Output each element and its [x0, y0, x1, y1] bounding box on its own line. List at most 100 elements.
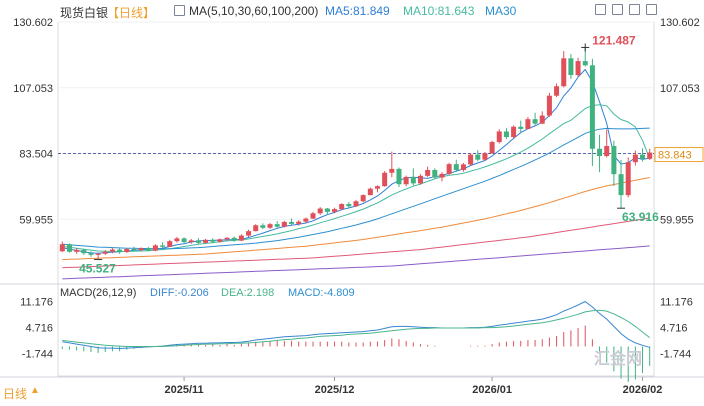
- candle-body: [246, 231, 252, 236]
- x-tick-label: 2025/12: [315, 384, 355, 396]
- candle-body: [145, 248, 151, 251]
- candle-body: [253, 225, 259, 232]
- candle-body: [353, 201, 359, 207]
- fullscreen-icon[interactable]: [595, 4, 606, 15]
- candle-body: [568, 58, 574, 76]
- candle-body: [374, 186, 380, 189]
- period-label[interactable]: 【日线】: [107, 6, 156, 20]
- candle-body: [382, 172, 388, 187]
- candle-body: [582, 61, 588, 66]
- indicator-settings-icon[interactable]: [174, 5, 185, 16]
- candle-body: [303, 218, 309, 222]
- candle-body: [167, 241, 173, 247]
- candle-body: [518, 126, 524, 129]
- candle-body: [589, 65, 595, 149]
- candle-body: [525, 119, 531, 129]
- zoom-out-icon[interactable]: [629, 4, 640, 15]
- candle-body: [389, 168, 395, 173]
- candle-body: [618, 174, 624, 196]
- ma200-line: [62, 245, 650, 280]
- candle-body: [152, 245, 158, 251]
- refresh-icon[interactable]: [646, 4, 657, 15]
- high-annotation: 121.487: [592, 33, 636, 47]
- start-low-annotation: 45.527: [79, 262, 116, 276]
- candle-body: [339, 204, 345, 210]
- ma30-line: [62, 127, 650, 250]
- macd-value-label: MACD:-4.809: [288, 287, 355, 299]
- last-price-box: [654, 147, 704, 163]
- macd-dea-label: DEA:2.198: [221, 287, 274, 299]
- candle-body: [346, 204, 352, 207]
- candle-body: [296, 221, 302, 224]
- candle-body: [561, 58, 567, 87]
- zoom-in-icon[interactable]: [612, 4, 623, 15]
- candle-body: [503, 131, 509, 138]
- macd-title: MACD(26,12,9): [60, 287, 136, 299]
- candle-body: [546, 95, 552, 116]
- candle-body: [360, 195, 366, 202]
- candle-body: [410, 176, 416, 184]
- candle-body: [446, 164, 452, 174]
- y-tick-right: 107.053: [660, 83, 700, 95]
- y-tick-left: 59.955: [19, 214, 53, 226]
- candle-body: [532, 119, 538, 124]
- candle-body: [417, 175, 423, 184]
- macd-y-tick-left: 4.716: [25, 323, 53, 335]
- candle-body: [174, 238, 180, 242]
- ma-parameters[interactable]: MA(5,10,30,60,100,200): [189, 4, 319, 18]
- bottom-period-label[interactable]: 日线: [3, 387, 28, 401]
- candle-body: [468, 154, 474, 165]
- candle-body: [310, 213, 316, 219]
- candle-body: [224, 237, 230, 240]
- candle-body: [439, 173, 445, 178]
- candle-body: [289, 221, 295, 224]
- y-tick-left: 107.053: [13, 83, 53, 95]
- candle-body: [281, 221, 287, 227]
- candle-body: [138, 248, 144, 251]
- candle-body: [554, 86, 560, 96]
- candle-body: [647, 152, 653, 159]
- watermark-logo: 汇金网: [594, 351, 643, 368]
- macd-diff-label: DIFF:-0.206: [150, 287, 209, 299]
- candle-body: [160, 245, 166, 247]
- ma100-line: [62, 217, 650, 269]
- candle-body: [238, 235, 244, 241]
- macd-dea-line: [62, 309, 651, 347]
- candle-body: [611, 145, 617, 175]
- candle-body: [403, 176, 409, 185]
- macd-diff-line: [62, 300, 650, 350]
- candle-body: [367, 188, 373, 196]
- ma5-line: [62, 68, 650, 254]
- candle-body: [511, 126, 517, 138]
- candle-body: [475, 154, 481, 160]
- candle-body: [217, 239, 223, 242]
- candle-body: [396, 168, 402, 185]
- candle-body: [460, 164, 466, 170]
- candle-body: [203, 239, 209, 243]
- candle-body: [597, 148, 603, 157]
- candle-body: [210, 239, 216, 242]
- y-tick-left: 83.504: [19, 149, 53, 161]
- candle-body: [59, 244, 65, 252]
- period-up-arrow-icon[interactable]: ▲: [30, 385, 40, 396]
- y-tick-right: 130.602: [660, 17, 700, 29]
- candle-body: [496, 131, 502, 143]
- macd-y-tick-left: 11.176: [20, 297, 53, 309]
- candle-body: [604, 145, 610, 157]
- x-tick-label: 2026/01: [472, 384, 512, 396]
- candle-body: [260, 225, 266, 228]
- candle-body: [81, 249, 87, 254]
- low-annotation: 63.916: [622, 210, 659, 224]
- candle-body: [632, 154, 638, 163]
- x-tick-label: 2026/02: [623, 384, 663, 396]
- candle-body: [482, 153, 488, 160]
- candle-body: [74, 249, 80, 252]
- candle-body: [231, 237, 237, 241]
- candle-body: [625, 162, 631, 196]
- candle-body: [324, 208, 330, 212]
- macd-y-tick-right: 4.716: [660, 323, 688, 335]
- ma10-line: [62, 104, 651, 252]
- ma30-value: MA30: [485, 4, 517, 18]
- candle-body: [267, 224, 273, 228]
